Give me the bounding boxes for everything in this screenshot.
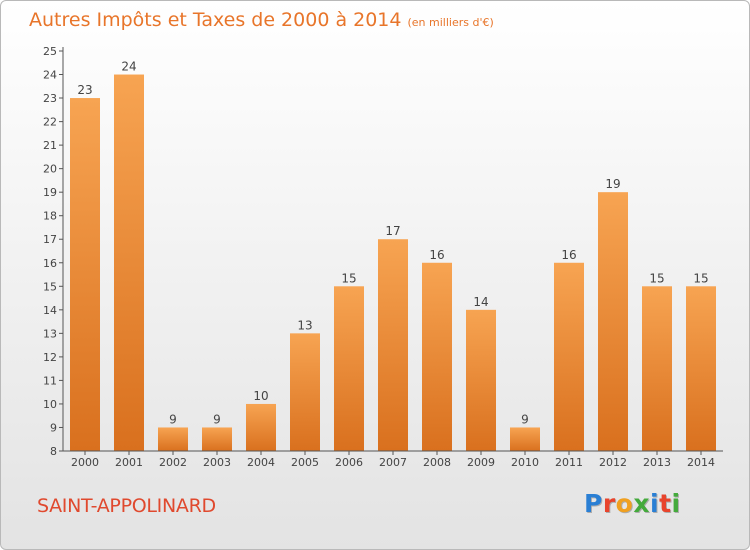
logo-letter: P <box>584 489 603 518</box>
x-tick-label: 2003 <box>203 456 231 469</box>
y-tick-label: 11 <box>43 374 57 387</box>
y-tick-label: 16 <box>43 257 57 270</box>
chart-title-text: Autres Impôts et Taxes de 2000 à 2014 <box>29 9 402 31</box>
bar-value-label: 23 <box>77 83 92 97</box>
bar-value-label: 15 <box>341 271 356 285</box>
x-tick-label: 2008 <box>423 456 451 469</box>
y-tick-label: 22 <box>43 116 57 129</box>
y-tick-label: 17 <box>43 233 57 246</box>
x-tick-label: 2011 <box>555 456 583 469</box>
bar-value-label: 9 <box>213 412 221 426</box>
y-tick-label: 8 <box>50 445 57 458</box>
bar-value-label: 10 <box>253 389 268 403</box>
bar-value-label: 9 <box>169 412 177 426</box>
y-tick-label: 25 <box>43 45 57 58</box>
bar-value-label: 24 <box>121 60 136 74</box>
x-tick-label: 2014 <box>687 456 715 469</box>
bar-value-label: 19 <box>605 177 620 191</box>
x-tick-label: 2004 <box>247 456 275 469</box>
bar-value-label: 13 <box>297 318 312 332</box>
x-tick-label: 2002 <box>159 456 187 469</box>
y-tick-label: 24 <box>43 69 57 82</box>
logo-letter: i <box>650 489 660 518</box>
bar-value-label: 14 <box>473 295 488 309</box>
bar <box>686 286 716 451</box>
y-tick-label: 15 <box>43 280 57 293</box>
bar <box>510 427 540 451</box>
bar <box>642 286 672 451</box>
bar-value-label: 17 <box>385 224 400 238</box>
bar-value-label: 15 <box>693 271 708 285</box>
bar <box>246 403 276 451</box>
y-tick-label: 9 <box>50 421 57 434</box>
y-tick-label: 13 <box>43 327 57 340</box>
x-tick-label: 2009 <box>467 456 495 469</box>
commune-name: SAINT-APPOLINARD <box>37 495 216 517</box>
bar <box>466 309 496 451</box>
logo-letter: i <box>671 489 681 518</box>
y-axis: 8 9 10 11 12 13 14 15 16 17 18 19 20 21 22 23 24 25 <box>43 45 64 458</box>
bar <box>554 262 584 451</box>
bar <box>422 262 452 451</box>
x-tick-label: 2005 <box>291 456 319 469</box>
bar <box>114 74 144 451</box>
x-tick-label: 2006 <box>335 456 363 469</box>
bars: 23 24 9 9 10 13 15 17 16 14 9 16 19 15 15 <box>70 60 716 452</box>
proxiti-logo: Proxiti <box>584 489 681 518</box>
x-tick-label: 2007 <box>379 456 407 469</box>
bar <box>378 239 408 451</box>
logo-letter: o <box>615 489 634 518</box>
logo-letter: x <box>633 489 650 518</box>
x-tick-label: 2010 <box>511 456 539 469</box>
x-tick-label: 2012 <box>599 456 627 469</box>
chart-unit: (en milliers d'€) <box>407 16 494 29</box>
logo-letter: t <box>659 489 672 518</box>
logo-letter: r <box>602 489 616 518</box>
bar <box>158 427 188 451</box>
x-tick-label: 2013 <box>643 456 671 469</box>
bar <box>334 286 364 451</box>
chart-title: Autres Impôts et Taxes de 2000 à 2014 (en… <box>29 9 494 31</box>
bar <box>202 427 232 451</box>
bar-value-label: 15 <box>649 271 664 285</box>
y-tick-label: 12 <box>43 351 57 364</box>
y-tick-label: 14 <box>43 304 57 317</box>
y-tick-label: 20 <box>43 163 57 176</box>
x-tick-label: 2001 <box>115 456 143 469</box>
y-tick-label: 10 <box>43 398 57 411</box>
y-tick-label: 18 <box>43 210 57 223</box>
bar <box>598 192 628 452</box>
y-tick-label: 19 <box>43 186 57 199</box>
x-axis: 2000 2001 2002 2003 2004 2005 2006 2007 2008 2009… <box>63 450 723 469</box>
bar-value-label: 16 <box>561 248 576 262</box>
bar-value-label: 9 <box>521 412 529 426</box>
y-tick-label: 23 <box>43 92 57 105</box>
bar <box>290 333 320 451</box>
y-tick-label: 21 <box>43 139 57 152</box>
x-tick-label: 2000 <box>71 456 99 469</box>
bar <box>70 98 100 451</box>
bar-value-label: 16 <box>429 248 444 262</box>
